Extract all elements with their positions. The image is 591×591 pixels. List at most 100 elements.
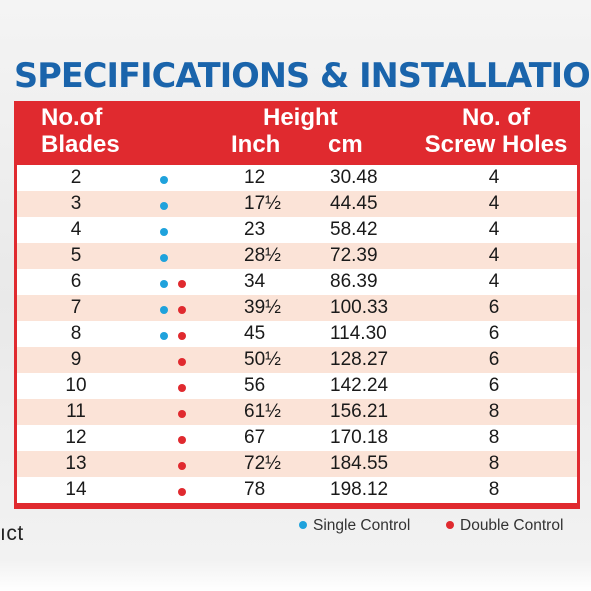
double-control-dot-icon xyxy=(178,280,186,288)
header-holes-line2: Screw Holes xyxy=(424,131,568,158)
blades-cell: 11 xyxy=(66,401,86,422)
screw-holes-cell: 6 xyxy=(488,349,500,370)
legend-double-label: Double Control xyxy=(460,517,564,534)
single-control-dot-icon xyxy=(299,520,307,529)
table-row: 6 34 86.39 4 xyxy=(17,269,577,295)
screw-holes-cell: 6 xyxy=(488,323,500,344)
double-control-dot-icon xyxy=(178,384,186,392)
blades-cell: 7 xyxy=(70,297,82,318)
screw-holes-cell: 4 xyxy=(488,167,500,188)
height-inch-cell: 78 xyxy=(244,479,266,500)
header-blades-line1: No.of xyxy=(41,104,103,131)
height-inch-cell: 17½ xyxy=(244,193,281,214)
height-inch-cell: 39½ xyxy=(244,297,281,318)
specifications-table: No.of Blades Height Inch cm No. of Screw… xyxy=(14,101,580,509)
height-inch-cell: 67 xyxy=(244,427,266,448)
table-row: 5 28½ 72.39 4 xyxy=(17,243,577,269)
blades-cell: 12 xyxy=(65,427,87,448)
single-control-dot-icon xyxy=(160,306,168,314)
single-control-dot-icon xyxy=(160,254,168,262)
double-control-dot-icon xyxy=(178,358,186,366)
height-cm-cell: 142.24 xyxy=(330,375,389,396)
header-inch: Inch xyxy=(231,131,281,158)
single-control-dot-icon xyxy=(160,332,168,340)
height-inch-cell: 72½ xyxy=(244,453,281,474)
blades-cell: 4 xyxy=(70,219,82,240)
height-cm-cell: 184.55 xyxy=(330,453,389,474)
blades-cell: 3 xyxy=(70,193,82,214)
screw-holes-cell: 8 xyxy=(488,401,500,422)
height-cm-cell: 156.21 xyxy=(330,401,389,422)
single-control-dot-icon xyxy=(160,202,168,210)
screw-holes-cell: 8 xyxy=(488,427,500,448)
height-cm-cell: 44.45 xyxy=(330,193,378,214)
height-cm-cell: 198.12 xyxy=(330,479,389,500)
blades-cell: 2 xyxy=(70,167,82,188)
double-control-dot-icon xyxy=(446,520,454,529)
table-row: 7 39½ 100.33 6 xyxy=(17,295,577,321)
table-row: 4 23 58.42 4 xyxy=(17,217,577,243)
blades-cell: 8 xyxy=(70,323,82,344)
double-control-dot-icon xyxy=(178,306,186,314)
blades-cell: 5 xyxy=(70,245,82,266)
height-cm-cell: 58.42 xyxy=(330,219,378,240)
blades-cell: 14 xyxy=(65,479,87,500)
table-row: 12 67 170.18 8 xyxy=(17,425,577,451)
screw-holes-cell: 4 xyxy=(488,271,500,292)
screw-holes-cell: 6 xyxy=(488,375,500,396)
legend-single-label: Single Control xyxy=(313,517,411,534)
header-height: Height xyxy=(263,104,338,131)
table-body: 2 12 30.48 4 3 17½ 44.45 4 4 23 58.42 4 5 28½ 72.39 4 6 3… xyxy=(17,165,577,503)
screw-holes-cell: 8 xyxy=(488,453,500,474)
screw-holes-cell: 4 xyxy=(488,193,500,214)
height-cm-cell: 30.48 xyxy=(330,167,378,188)
double-control-dot-icon xyxy=(178,410,186,418)
table-row: 13 72½ 184.55 8 xyxy=(17,451,577,477)
blades-cell: 13 xyxy=(65,453,87,474)
table-row: 8 45 114.30 6 xyxy=(17,321,577,347)
height-inch-cell: 50½ xyxy=(244,349,281,370)
blades-cell: 9 xyxy=(70,349,82,370)
double-control-dot-icon xyxy=(178,462,186,470)
height-inch-cell: 61½ xyxy=(244,401,281,422)
height-cm-cell: 128.27 xyxy=(330,349,389,370)
screw-holes-cell: 4 xyxy=(488,245,500,266)
height-inch-cell: 12 xyxy=(244,167,266,188)
table-row: 9 50½ 128.27 6 xyxy=(17,347,577,373)
cropped-side-text: ıct xyxy=(0,522,24,545)
header-screw-holes: No. of Screw Holes xyxy=(415,104,577,158)
legend-single: Single Control xyxy=(299,516,410,536)
screw-holes-cell: 4 xyxy=(488,219,500,240)
table-row: 2 12 30.48 4 xyxy=(17,165,577,191)
blades-cell: 10 xyxy=(65,375,87,396)
height-inch-cell: 28½ xyxy=(244,245,281,266)
height-cm-cell: 100.33 xyxy=(330,297,389,318)
header-cm: cm xyxy=(328,131,363,158)
height-inch-cell: 45 xyxy=(244,323,266,344)
screw-holes-cell: 6 xyxy=(488,297,500,318)
height-inch-cell: 56 xyxy=(244,375,266,396)
screw-holes-cell: 8 xyxy=(488,479,500,500)
table-row: 10 56 142.24 6 xyxy=(17,373,577,399)
height-cm-cell: 170.18 xyxy=(330,427,389,448)
height-inch-cell: 34 xyxy=(244,271,266,292)
double-control-dot-icon xyxy=(178,436,186,444)
blades-cell: 6 xyxy=(70,271,82,292)
table-row: 3 17½ 44.45 4 xyxy=(17,191,577,217)
double-control-dot-icon xyxy=(178,488,186,496)
legend-double: Double Control xyxy=(446,516,563,536)
single-control-dot-icon xyxy=(160,176,168,184)
double-control-dot-icon xyxy=(178,332,186,340)
header-blades-line2: Blades xyxy=(41,131,120,158)
table-row: 14 78 198.12 8 xyxy=(17,477,577,503)
table-row: 11 61½ 156.21 8 xyxy=(17,399,577,425)
height-inch-cell: 23 xyxy=(244,219,266,240)
height-cm-cell: 114.30 xyxy=(330,323,387,344)
single-control-dot-icon xyxy=(160,280,168,288)
header-blades: No.of Blades xyxy=(41,104,120,158)
page-title: SPECIFICATIONS & INSTALLATION xyxy=(14,56,591,95)
single-control-dot-icon xyxy=(160,228,168,236)
header-holes-line1: No. of xyxy=(462,104,530,131)
height-cm-cell: 86.39 xyxy=(330,271,378,292)
height-cm-cell: 72.39 xyxy=(330,245,378,266)
